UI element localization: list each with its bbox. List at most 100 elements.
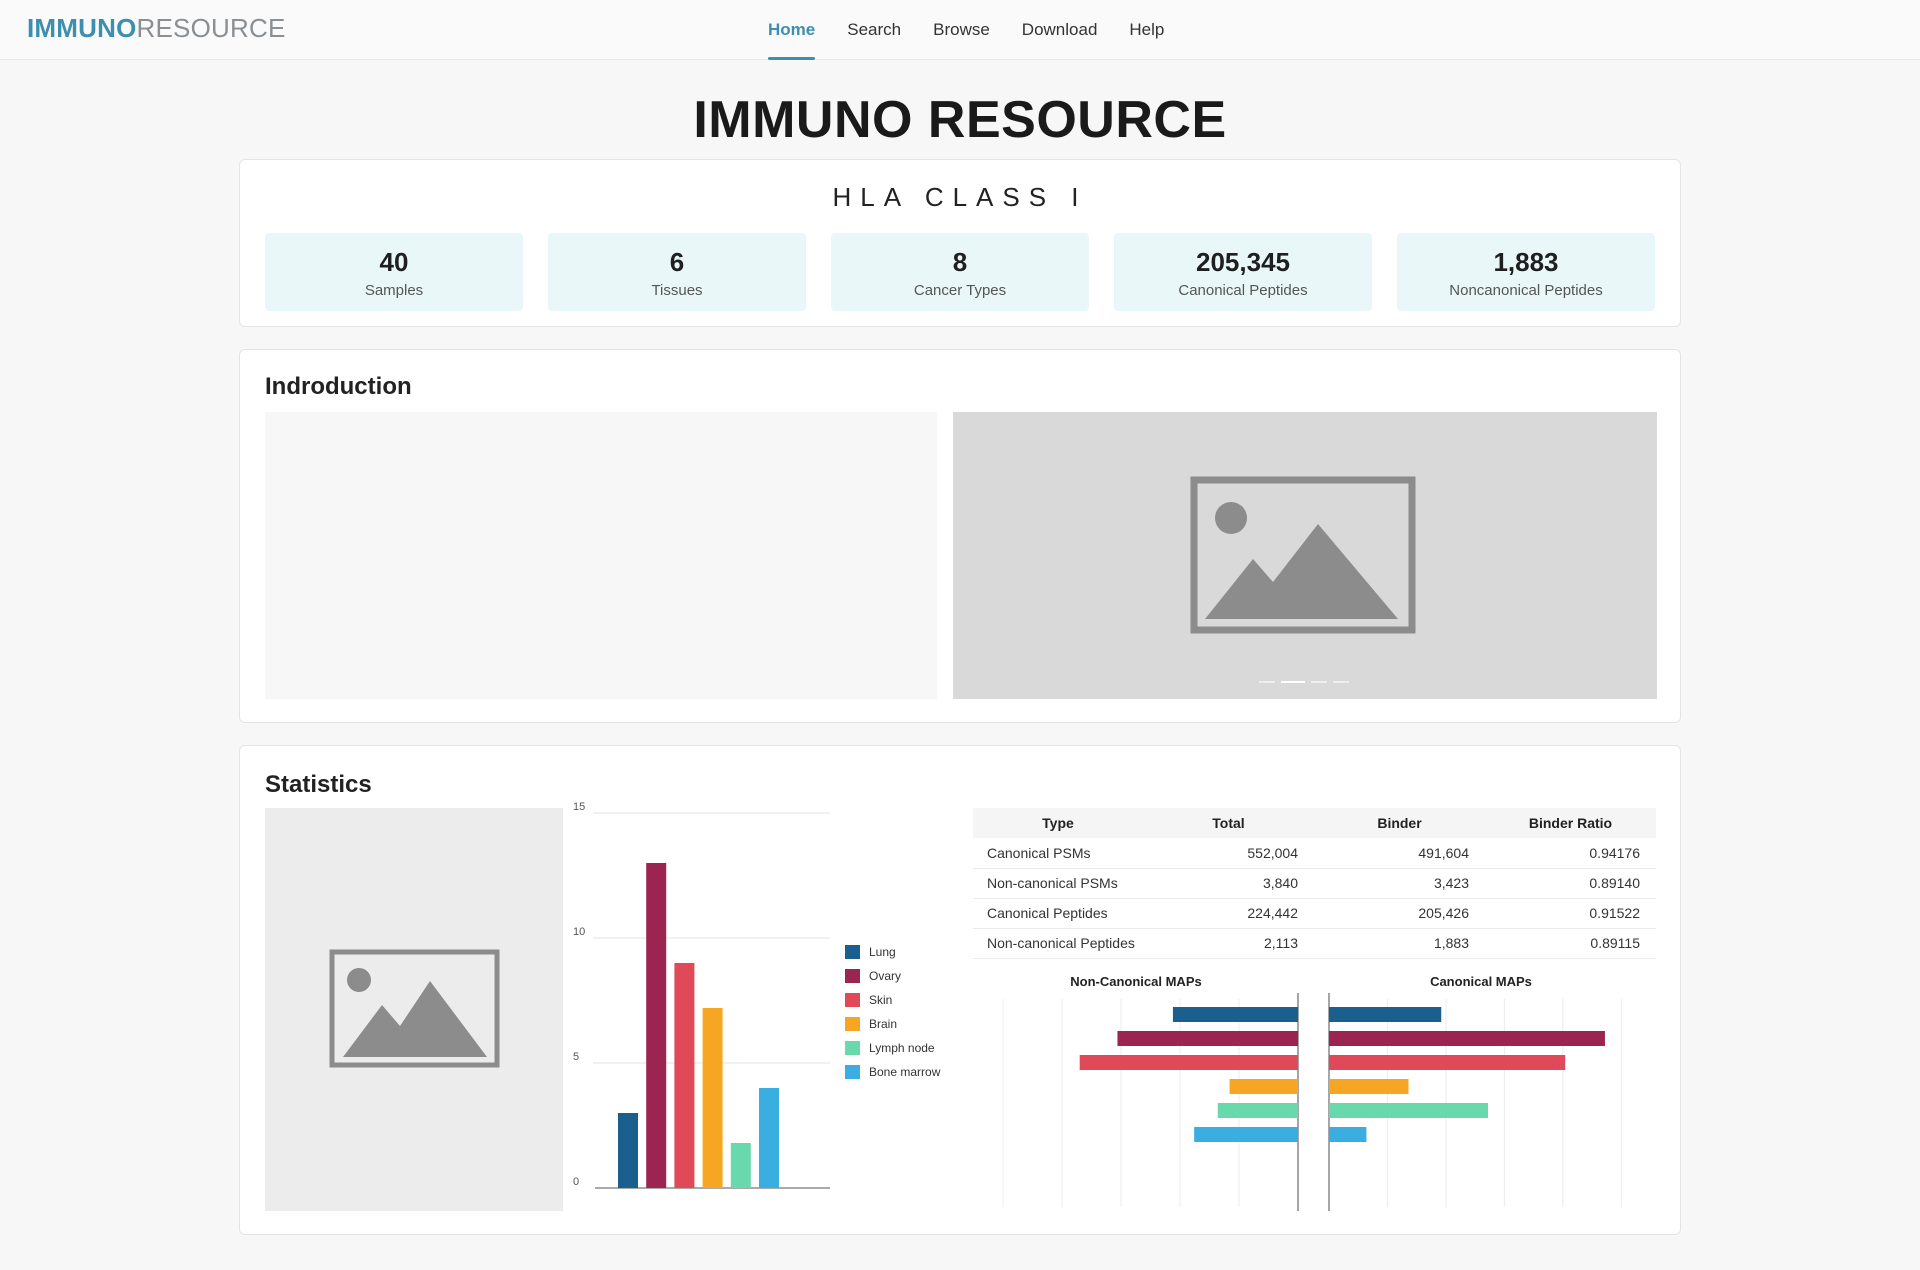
legend-swatch <box>845 1017 860 1031</box>
hbar-noncanonical-ovary[interactable] <box>1117 1031 1298 1046</box>
cell-binder: 205,426 <box>1314 898 1485 929</box>
maps-butterfly-chart: Non-Canonical MAPs 0 250 500 750 1000 1250 Cano… <box>990 974 1642 1219</box>
x-tick-label: 0 <box>1295 1218 1302 1219</box>
cell-total: 552,004 <box>1143 838 1314 869</box>
cell-binder: 3,423 <box>1314 868 1485 899</box>
y-tick-label: 5 <box>573 1051 579 1063</box>
menu-download[interactable]: Download <box>1021 20 1098 39</box>
legend-label: Brain <box>869 1017 898 1031</box>
x-tick-label: 0 <box>1326 1218 1333 1219</box>
hbar-noncanonical-lung[interactable] <box>1172 1007 1298 1022</box>
col-total: Total <box>1143 808 1314 838</box>
bar-skin[interactable] <box>674 963 695 1188</box>
menu-help[interactable]: Help <box>1129 20 1165 39</box>
hbar-noncanonical-skin[interactable] <box>1079 1055 1298 1070</box>
chart-title-noncanonical: Non-Canonical MAPs <box>1070 974 1201 989</box>
carousel-dot[interactable] <box>1259 681 1275 683</box>
cell-ratio: 0.94176 <box>1485 838 1656 869</box>
carousel-indicators <box>1259 681 1349 683</box>
stat-samples: 40 Samples <box>265 233 523 311</box>
legend-swatch <box>845 993 860 1007</box>
logo-bold-text: IMMUNO <box>27 13 137 43</box>
hbar-noncanonical-brain[interactable] <box>1229 1079 1298 1094</box>
hbar-noncanonical-lymph-node[interactable] <box>1217 1103 1298 1118</box>
carousel-dot[interactable] <box>1311 681 1327 683</box>
hbar-canonical-lung[interactable] <box>1329 1007 1442 1022</box>
legend-item[interactable]: Ovary <box>845 964 940 988</box>
legend-swatch <box>845 1041 860 1055</box>
introduction-text-panel <box>265 412 937 699</box>
peptide-summary-table: Type Total Binder Binder Ratio Canonical… <box>973 808 1656 959</box>
legend-swatch <box>845 969 860 983</box>
hbar-canonical-bone-marrow[interactable] <box>1329 1127 1367 1142</box>
image-placeholder-icon <box>329 949 500 1068</box>
x-tick-label: 750 <box>1111 1218 1131 1219</box>
page-title: IMMUNO RESOURCE <box>693 91 1227 149</box>
stat-value: 8 <box>952 247 968 277</box>
table-row: Canonical PSMs 552,004 491,604 0.94176 <box>973 838 1656 869</box>
legend-label: Ovary <box>869 969 902 983</box>
menu-search[interactable]: Search <box>847 20 902 39</box>
top-navbar: IMMUNORESOURCE Home Search Browse Downlo… <box>0 0 1920 60</box>
cell-total: 224,442 <box>1143 898 1314 929</box>
x-tick-label: 50000 <box>1429 1218 1463 1219</box>
stat-value: 40 <box>379 247 409 277</box>
cell-total: 3,840 <box>1143 868 1314 899</box>
legend-item[interactable]: Bone marrow <box>845 1060 940 1084</box>
cell-ratio: 0.89140 <box>1485 868 1656 899</box>
col-binder-ratio: Binder Ratio <box>1485 808 1656 838</box>
bar-ovary[interactable] <box>646 863 667 1188</box>
legend-item[interactable]: Lung <box>845 940 940 964</box>
legend-item[interactable]: Lymph node <box>845 1036 940 1060</box>
bar-brain[interactable] <box>702 1008 723 1188</box>
menu-home[interactable]: Home <box>752 0 831 60</box>
introduction-title: Indroduction <box>265 373 412 400</box>
legend-item[interactable]: Skin <box>845 988 940 1012</box>
hbar-noncanonical-bone-marrow[interactable] <box>1194 1127 1298 1142</box>
statistics-card: Statistics 0 5 10 15 Lung Ovary Skin Brain Lymp… <box>239 745 1681 1235</box>
tissue-legend: Lung Ovary Skin Brain Lymph node Bone marrow <box>845 940 940 1084</box>
hla-summary-card: HLA CLASS I 40 Samples 6 Tissues 8 Cance… <box>239 159 1681 327</box>
legend-swatch <box>845 945 860 959</box>
bar-lymph-node[interactable] <box>730 1143 751 1188</box>
bar-lung[interactable] <box>618 1113 638 1188</box>
main-menu: Home Search Browse Download Help <box>752 0 1180 60</box>
bar-bone-marrow[interactable] <box>759 1088 779 1188</box>
stat-noncanonical-peptides: 1,883 Noncanonical Peptides <box>1397 233 1655 311</box>
hbar-canonical-skin[interactable] <box>1329 1055 1566 1070</box>
stat-tiles: 40 Samples 6 Tissues 8 Cancer Types 205,… <box>265 233 1655 311</box>
image-placeholder-icon <box>1190 476 1416 634</box>
legend-label: Bone marrow <box>869 1065 941 1079</box>
carousel-dot-active[interactable] <box>1281 681 1305 683</box>
col-binder: Binder <box>1314 808 1485 838</box>
cell-ratio: 0.89115 <box>1485 928 1656 959</box>
carousel-dot[interactable] <box>1333 681 1349 683</box>
x-tick-label: 25000 <box>1371 1218 1405 1219</box>
hbar-canonical-lymph-node[interactable] <box>1329 1103 1489 1118</box>
hbar-canonical-brain[interactable] <box>1329 1079 1409 1094</box>
x-tick-label: 75000 <box>1488 1218 1522 1219</box>
cell-total: 2,113 <box>1143 928 1314 959</box>
legend-item[interactable]: Brain <box>845 1012 940 1036</box>
statistics-title: Statistics <box>265 771 372 798</box>
table-row: Canonical Peptides 224,442 205,426 0.915… <box>973 898 1656 929</box>
x-tick-label: 125000 <box>1601 1218 1641 1219</box>
table-row: Non-canonical PSMs 3,840 3,423 0.89140 <box>973 868 1656 899</box>
stat-canonical-peptides: 205,345 Canonical Peptides <box>1114 233 1372 311</box>
y-tick-label: 10 <box>573 926 585 938</box>
cell-type: Non-canonical PSMs <box>973 868 1143 899</box>
stat-value: 1,883 <box>1493 247 1559 277</box>
site-logo[interactable]: IMMUNORESOURCE <box>27 13 286 44</box>
table-row: Non-canonical Peptides 2,113 1,883 0.891… <box>973 928 1656 959</box>
image-carousel[interactable] <box>953 412 1657 699</box>
menu-browse[interactable]: Browse <box>933 20 990 39</box>
hbar-canonical-ovary[interactable] <box>1329 1031 1605 1046</box>
col-type: Type <box>973 808 1143 838</box>
tissue-bar-chart: 0 5 10 15 <box>573 801 830 1189</box>
stat-label: Canonical Peptides <box>1178 282 1308 299</box>
cell-type: Canonical Peptides <box>973 898 1143 929</box>
legend-swatch <box>845 1065 860 1079</box>
stat-value: 205,345 <box>1196 247 1290 277</box>
stat-tissues: 6 Tissues <box>548 233 806 311</box>
legend-label: Lymph node <box>869 1041 935 1055</box>
